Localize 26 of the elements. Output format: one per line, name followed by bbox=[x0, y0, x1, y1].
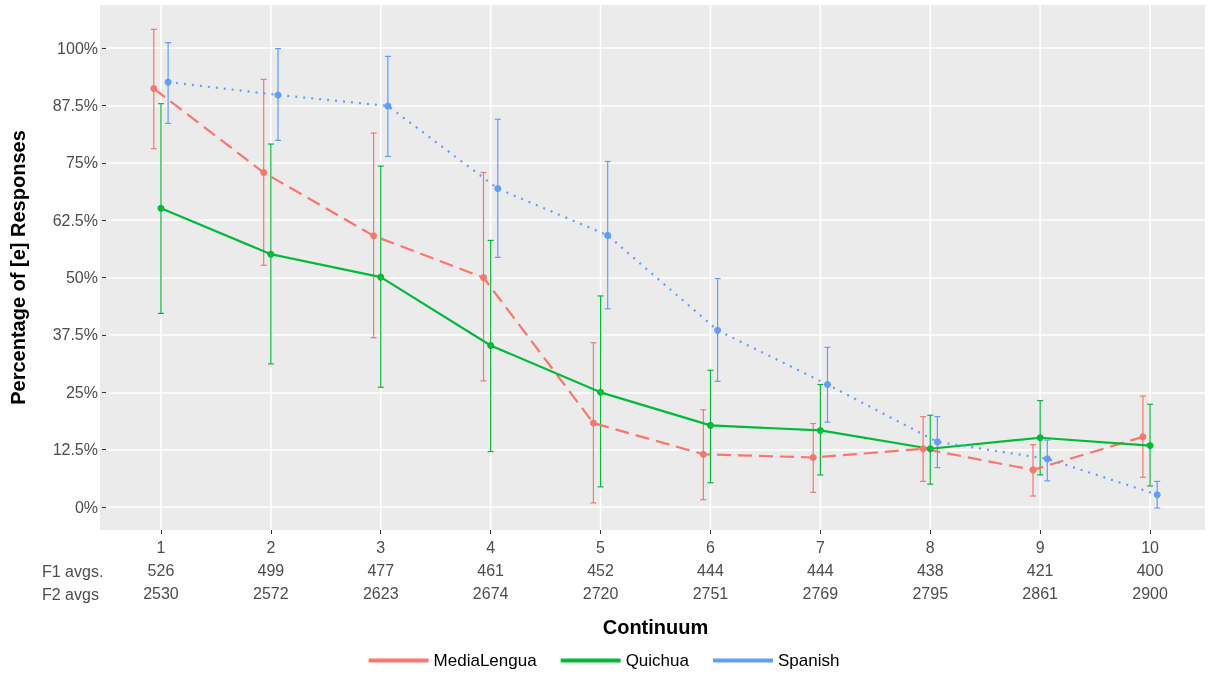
x-tick-label: 1 526 2530 bbox=[143, 539, 179, 602]
y-tick-label: 100% bbox=[57, 39, 98, 57]
x-tick-label: 5 452 2720 bbox=[582, 539, 619, 602]
legend-label: Spanish bbox=[777, 651, 840, 670]
y-tick-label: 50% bbox=[65, 269, 98, 287]
x-tick-label: 4 461 2674 bbox=[472, 539, 509, 602]
y-tick-label: 87.5% bbox=[52, 97, 98, 114]
x-tick-label: 7 444 2769 bbox=[802, 539, 839, 602]
x-tick-label: 2 499 2572 bbox=[253, 539, 289, 602]
y-tick-label: 62.5% bbox=[52, 211, 98, 229]
legend-label: MediaLengua bbox=[433, 651, 538, 670]
x-tick-label: 9 421 2861 bbox=[1022, 539, 1059, 602]
y-tick-label: 75% bbox=[65, 154, 98, 172]
y-tick-label: 37.5% bbox=[52, 326, 98, 344]
x-axis-title: Continuum bbox=[602, 616, 709, 638]
text: F2 avgs bbox=[42, 585, 99, 603]
x-tick-label: 10 400 2900 bbox=[1132, 539, 1168, 602]
x-tick-label: 6 444 2751 bbox=[692, 539, 729, 602]
y-tick-label: 12.5% bbox=[52, 441, 98, 459]
x-tick-label: 8 438 2795 bbox=[912, 539, 949, 602]
text: F1 avgs. bbox=[42, 562, 104, 580]
y-tick-label: 0% bbox=[74, 498, 98, 516]
legend-label: Quichua bbox=[625, 651, 690, 670]
x-tick-label: 3 477 2623 bbox=[362, 539, 399, 602]
y-axis-title: Percentage of [e] Responses bbox=[7, 130, 29, 405]
y-tick-label: 25% bbox=[65, 383, 98, 401]
